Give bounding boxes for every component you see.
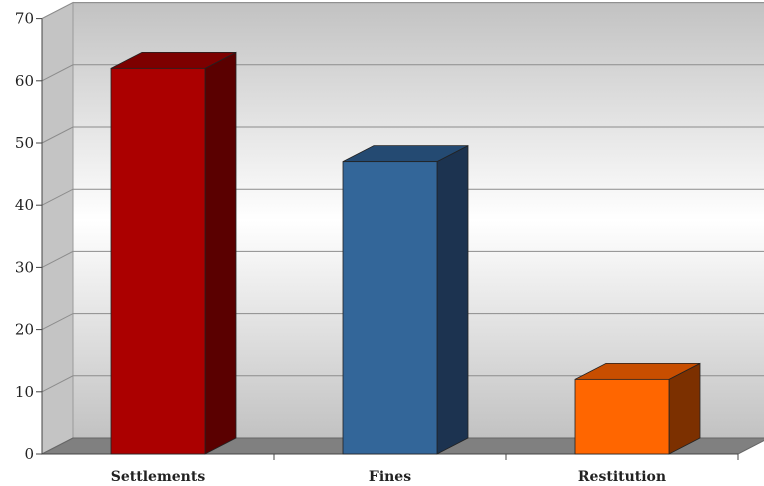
y-tick-label: 10	[15, 383, 34, 401]
y-tick-label: 40	[15, 196, 34, 214]
category-labels: Settlements Fines Restitution	[111, 469, 666, 485]
gridline	[41, 64, 764, 82]
y-tick-label: 0	[24, 445, 34, 463]
x-tick-label: Restitution	[578, 469, 666, 485]
bar-front	[342, 161, 438, 455]
gridline	[41, 188, 764, 206]
bar	[110, 51, 237, 455]
bars	[110, 51, 701, 455]
bar	[342, 145, 469, 455]
bar-front	[574, 378, 670, 455]
gridline	[41, 375, 764, 393]
side-wall	[41, 1, 74, 455]
y-tick-label: 20	[15, 321, 34, 339]
y-tick-label: 30	[15, 258, 34, 276]
bar-side	[204, 51, 237, 455]
gridline	[41, 126, 764, 144]
gridline	[41, 250, 764, 268]
y-tick-label: 60	[15, 72, 34, 90]
x-tick-label: Settlements	[111, 469, 206, 485]
y-tick-label: 50	[15, 134, 34, 152]
gridline	[41, 2, 764, 20]
y-tick-label: 70	[15, 10, 34, 28]
gridline	[41, 313, 764, 331]
bar-front	[110, 67, 206, 455]
x-tick-label: Fines	[369, 469, 411, 485]
bar-side	[436, 145, 469, 455]
bar	[574, 362, 701, 455]
